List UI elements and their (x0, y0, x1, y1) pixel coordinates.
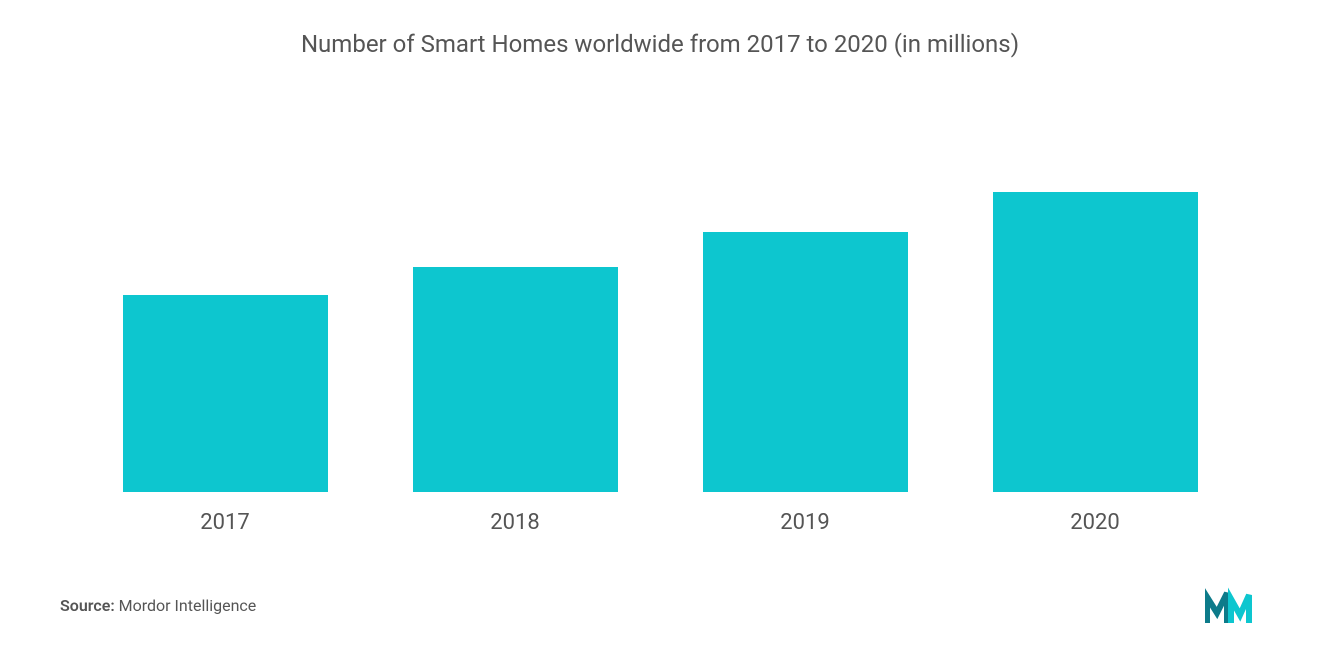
bar-2 (703, 232, 908, 492)
bar-label-3: 2020 (1070, 510, 1119, 535)
source-value: Mordor Intelligence (119, 596, 257, 615)
bar-label-1: 2018 (490, 510, 539, 535)
mordor-logo-icon (1205, 585, 1260, 625)
bar-label-2: 2019 (780, 510, 829, 535)
bar-group-2: 2019 (660, 232, 950, 535)
bar-label-0: 2017 (200, 510, 249, 535)
source-line: Source: Mordor Intelligence (60, 596, 256, 615)
bar-1 (413, 267, 618, 492)
source-label: Source: (60, 596, 115, 615)
chart-container: Number of Smart Homes worldwide from 201… (0, 0, 1320, 665)
chart-footer: Source: Mordor Intelligence (50, 585, 1270, 625)
chart-title: Number of Smart Homes worldwide from 201… (50, 30, 1270, 58)
bar-group-1: 2018 (370, 267, 660, 535)
bar-group-3: 2020 (950, 192, 1240, 535)
plot-area: 2017 2018 2019 2020 (50, 78, 1270, 535)
bar-group-0: 2017 (80, 295, 370, 535)
bar-0 (123, 295, 328, 492)
bar-3 (993, 192, 1198, 492)
